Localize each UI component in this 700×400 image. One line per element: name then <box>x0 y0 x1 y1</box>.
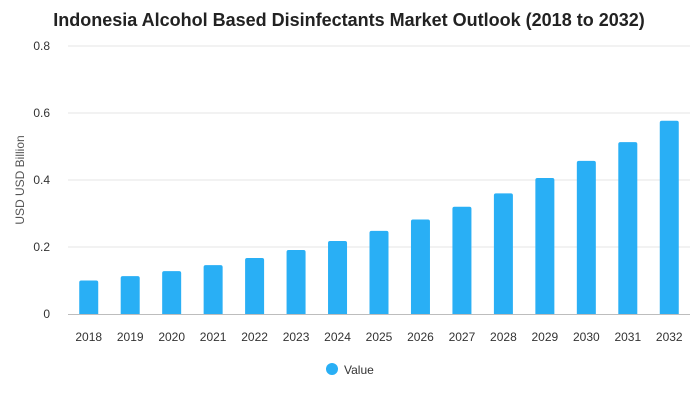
y-tick-label: 0 <box>43 307 50 321</box>
x-tick-label: 2025 <box>366 330 393 344</box>
bar-2027[interactable] <box>452 206 472 314</box>
bar-2021[interactable] <box>203 265 223 314</box>
x-axis-ticks: 2018 2019 2020 2021 2022 2023 2024 2025 2026 2027… <box>75 330 683 344</box>
bar-2026[interactable] <box>410 219 430 314</box>
x-tick-label: 2019 <box>117 330 144 344</box>
y-tick-label: 0.8 <box>33 39 50 53</box>
x-tick-label: 2032 <box>656 330 683 344</box>
y-axis-label: USD USD Billion <box>13 135 27 224</box>
bar-2024[interactable] <box>328 240 348 314</box>
bar-2018[interactable] <box>79 280 99 315</box>
chart-title: Indonesia Alcohol Based Disinfectants Ma… <box>53 10 645 30</box>
legend-swatch-value[interactable] <box>326 363 338 375</box>
x-tick-label: 2022 <box>241 330 268 344</box>
x-tick-label: 2020 <box>158 330 185 344</box>
y-axis-ticks: 0 0.2 0.4 0.6 0.8 <box>33 39 50 321</box>
bar-2022[interactable] <box>245 258 265 314</box>
x-tick-label: 2024 <box>324 330 351 344</box>
bar-2032[interactable] <box>659 120 679 314</box>
bar-2031[interactable] <box>618 142 638 314</box>
gridlines <box>68 45 690 248</box>
bar-2029[interactable] <box>535 177 555 314</box>
bar-2019[interactable] <box>120 276 140 314</box>
x-tick-label: 2030 <box>573 330 600 344</box>
bar-2023[interactable] <box>286 250 306 314</box>
legend-label-value[interactable]: Value <box>344 363 374 377</box>
y-tick-label: 0.6 <box>33 106 50 120</box>
bars <box>79 120 679 315</box>
x-tick-label: 2018 <box>75 330 102 344</box>
bar-2028[interactable] <box>493 193 513 314</box>
bar-2025[interactable] <box>369 230 389 314</box>
x-tick-label: 2028 <box>490 330 517 344</box>
legend: Value <box>326 363 374 377</box>
y-tick-label: 0.2 <box>33 240 50 254</box>
x-tick-label: 2026 <box>407 330 434 344</box>
x-tick-label: 2027 <box>449 330 476 344</box>
x-tick-label: 2021 <box>200 330 227 344</box>
bar-2030[interactable] <box>576 160 596 314</box>
x-tick-label: 2029 <box>532 330 559 344</box>
y-tick-label: 0.4 <box>33 173 50 187</box>
x-tick-label: 2031 <box>614 330 641 344</box>
bar-2020[interactable] <box>162 271 182 314</box>
x-tick-label: 2023 <box>283 330 310 344</box>
